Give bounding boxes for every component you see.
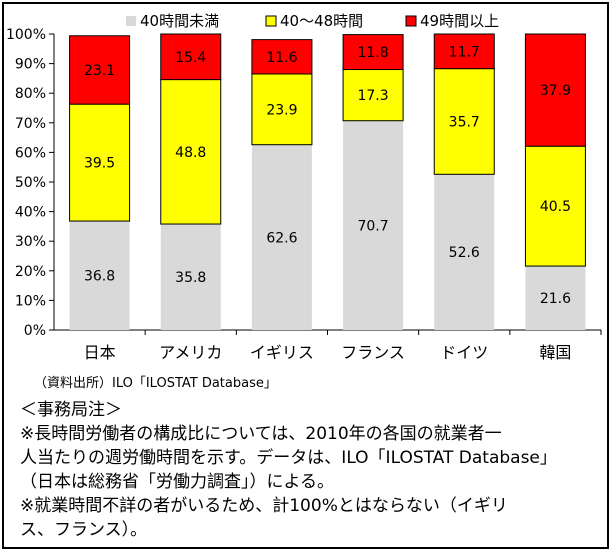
notes-line: ※長時間労働者の構成比については、2010年の各国の就業者一 — [20, 424, 502, 444]
bar-segment — [160, 33, 222, 81]
notes-line: 人当たりの週労働時間を示す。データは、ILO「ILOSTAT Database」 — [20, 448, 557, 468]
data-label: 52.6 — [449, 245, 480, 261]
data-label: 11.7 — [449, 44, 480, 60]
legend-label: 40～48時間 — [280, 12, 363, 30]
data-label: 23.1 — [84, 63, 115, 79]
bar-segment — [69, 103, 131, 222]
notes-line: ※就業時間不詳の者がいるため、計100%とはならない（イギリ — [20, 496, 508, 516]
data-label: 70.7 — [357, 218, 388, 234]
x-tick-label: 韓国 — [539, 343, 571, 362]
bar-segment — [251, 144, 312, 330]
y-tick-label: 10% — [15, 293, 46, 309]
bar-segment — [434, 174, 495, 330]
x-tick-label: ドイツ — [440, 343, 488, 362]
y-tick-label: 60% — [15, 145, 46, 161]
notes-heading: ＜事務局注＞ — [20, 400, 122, 420]
data-label: 39.5 — [84, 156, 115, 172]
bar-segment — [69, 221, 130, 330]
bar-segment — [251, 73, 313, 146]
y-tick-label: 100% — [6, 27, 46, 43]
data-label: 37.9 — [540, 83, 571, 99]
x-tick-label: フランス — [341, 343, 405, 362]
y-tick-label: 70% — [15, 116, 46, 132]
stacked-bar-chart: 0% 10% 20% 30% 40% 50% 60% 70% 80% 90% 100% 36.8 39.… — [6, 12, 602, 362]
y-tick-label: 80% — [15, 86, 46, 102]
y-tick-label: 0% — [24, 323, 46, 339]
bar-segment — [251, 39, 313, 75]
data-label: 23.9 — [266, 102, 297, 118]
data-label: 36.8 — [84, 269, 115, 285]
legend-swatch — [265, 15, 277, 27]
bar-segment — [525, 266, 586, 330]
bar-segment — [342, 69, 404, 122]
x-tick-label: アメリカ — [159, 343, 222, 362]
legend-swatch — [126, 16, 136, 26]
data-label: 11.6 — [266, 50, 297, 66]
source-note: （資料出所）ILO「ILOSTAT Database」 — [34, 376, 277, 391]
bar-segment — [342, 34, 404, 71]
data-label: 11.8 — [357, 45, 388, 61]
y-tick-label: 30% — [15, 234, 46, 250]
x-tick-label: イギリス — [250, 343, 314, 362]
x-tick-label: 日本 — [84, 343, 116, 362]
data-label: 40.5 — [540, 199, 571, 215]
bar-segment — [343, 120, 404, 330]
data-label: 62.6 — [266, 230, 297, 246]
notes-line: （日本は総務省「労働力調査」）による。 — [20, 472, 334, 492]
legend-label: 40時間未満 — [140, 12, 219, 30]
y-tick-label: 90% — [15, 57, 46, 73]
notes-block: ＜事務局注＞ ※長時間労働者の構成比については、2010年の各国の就業者一 人当… — [20, 398, 605, 542]
data-label: 35.7 — [449, 114, 480, 130]
y-tick-label: 40% — [15, 205, 46, 221]
bar-segment — [433, 33, 495, 70]
y-tick-label: 20% — [15, 264, 46, 280]
legend-label: 49時間以上 — [420, 12, 499, 30]
data-label: 21.6 — [540, 291, 571, 307]
bar-segment — [524, 33, 586, 147]
data-label: 15.4 — [175, 50, 206, 66]
figure-frame: 0% 10% 20% 30% 40% 50% 60% 70% 80% 90% 100% 36.8 39.… — [2, 2, 609, 549]
data-label: 48.8 — [175, 145, 206, 161]
legend-swatch — [405, 15, 417, 27]
bar-segment — [69, 35, 131, 105]
y-tick-label: 50% — [15, 175, 46, 191]
bar-segment — [160, 224, 221, 330]
data-label: 35.8 — [175, 270, 206, 286]
data-label: 17.3 — [357, 88, 388, 104]
bar-segment — [433, 68, 495, 175]
notes-line: ス、フランス）。 — [20, 520, 148, 540]
